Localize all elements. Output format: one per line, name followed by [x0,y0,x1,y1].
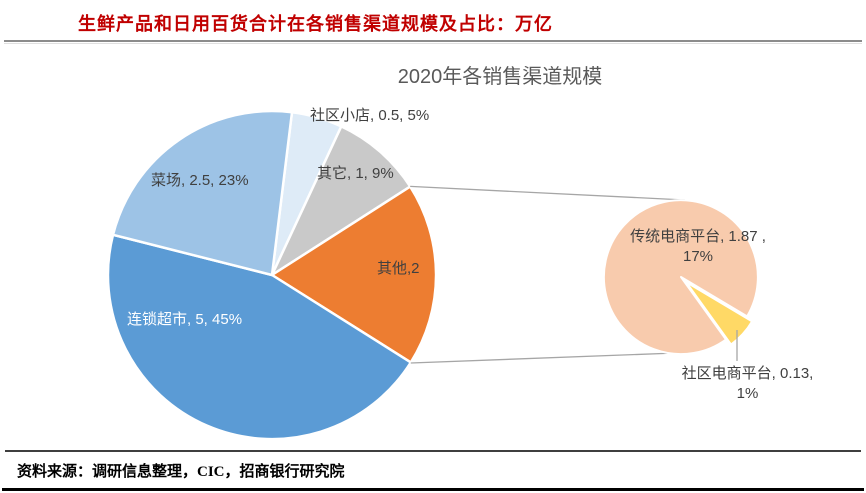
title-divider [4,40,862,44]
pie-slice-others-gray [270,125,412,277]
slice-label-traditional-ecommerce: 传统电商平台, 1.87 , 17% [598,227,798,267]
source-note: 资料来源：调研信息整理，CIC，招商银行研究院 [17,464,345,480]
slice-label-community-shop: 社区小店, 0.5, 5% [310,107,430,124]
pie-slice-community-ecommerce [685,281,754,346]
slice-label-community-ecommerce-line1: 社区电商平台, 0.13, [681,365,814,382]
slice-label-other-breakout: 其他,2 [377,260,420,277]
slice-label-community-ecommerce-line2: 1% [736,385,759,402]
chart-title: 2020年各销售渠道规模 [397,66,603,88]
footer-divider [5,450,861,452]
page-bottom-rule [2,488,864,491]
slice-label-others-gray: 其它, 1, 9% [317,165,394,182]
connector-line-bottom [410,352,677,364]
page-title: 生鲜产品和日用百货合计在各销售渠道规模及占比：万亿 [78,14,553,34]
slice-label-community-ecommerce: 社区电商平台, 0.13, 1% [640,364,855,404]
slice-label-traditional-ecommerce-line2: 17% [682,248,714,265]
pie-slice-chain-supermarket [106,233,413,441]
slice-label-wet-market: 菜场, 2.5, 23% [151,172,249,189]
pie-slice-wet-market [111,109,294,277]
slice-label-chain-supermarket: 连锁超市, 5, 45% [127,311,243,328]
connector-line-top [410,185,686,201]
pie-slice-traditional-ecommerce [602,199,759,356]
pie-slice-other-breakout [270,185,438,364]
slice-label-traditional-ecommerce-line1: 传统电商平台, 1.87 , [630,228,766,245]
